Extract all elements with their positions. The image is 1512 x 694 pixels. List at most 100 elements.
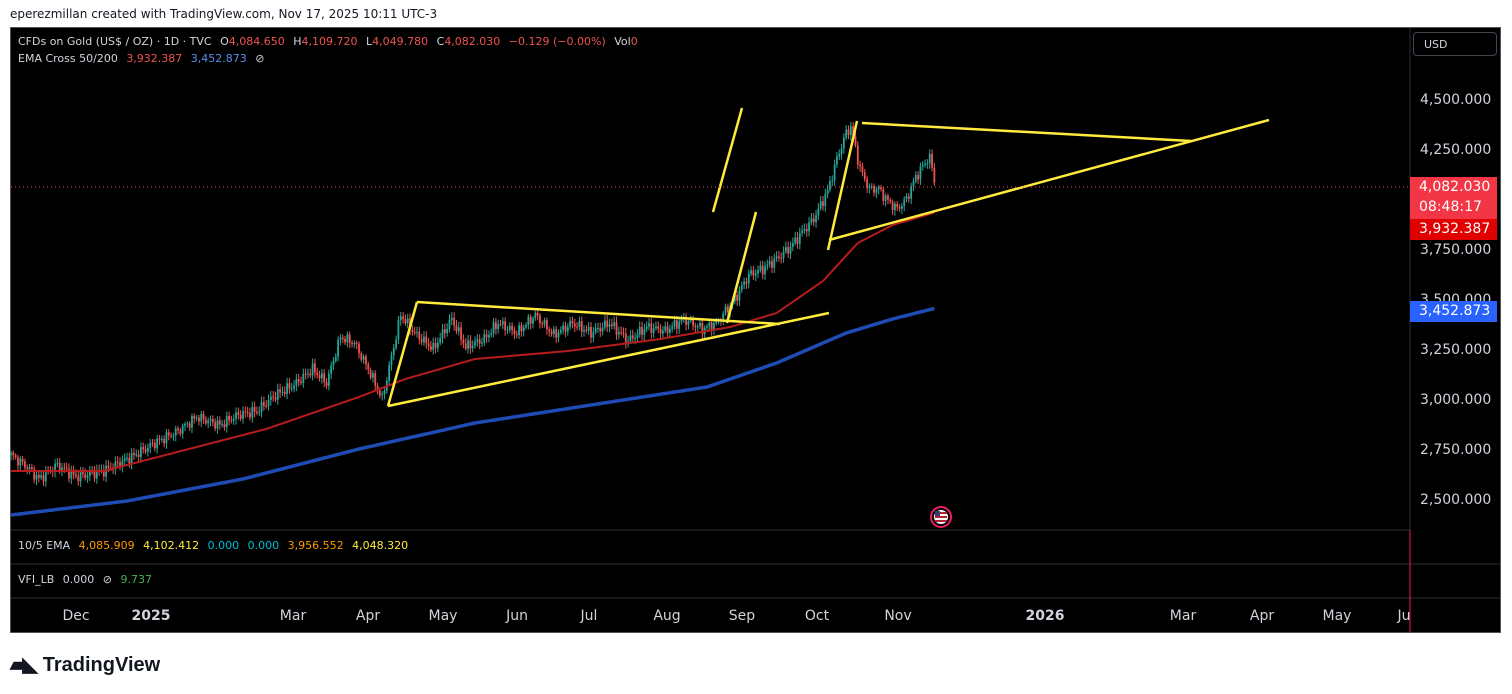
- chart-frame[interactable]: [10, 27, 1501, 633]
- candle-body: [413, 331, 416, 333]
- candle-body: [86, 475, 89, 478]
- candle-body: [478, 339, 481, 344]
- candle-body: [207, 420, 210, 424]
- candle-body: [165, 432, 168, 444]
- candle-body: [740, 285, 743, 290]
- candle-body: [200, 413, 203, 422]
- candle-body: [288, 383, 291, 389]
- ema200-price-label: 3,452.873: [1410, 301, 1497, 322]
- candle-body: [599, 327, 602, 332]
- candle-body: [420, 339, 423, 343]
- candle-body: [604, 320, 606, 328]
- candle-body: [680, 318, 683, 322]
- candle-body: [819, 201, 822, 209]
- price-tick-label: 2,500.000: [1420, 492, 1491, 508]
- candle-body: [307, 373, 309, 375]
- candle-body: [256, 411, 258, 413]
- candle-body: [842, 137, 845, 149]
- candle-body: [803, 228, 806, 231]
- candle-body: [130, 453, 133, 464]
- candle-body: [390, 355, 393, 366]
- candle-body: [710, 322, 713, 331]
- candle-body: [552, 329, 555, 334]
- main-legend[interactable]: CFDs on Gold (US$ / OZ) · 1D · TVC O4,08…: [18, 35, 643, 48]
- close-label: C: [436, 35, 445, 48]
- candle-body: [622, 333, 625, 335]
- candles: [10, 121, 936, 487]
- candle-body: [722, 313, 725, 321]
- candle-body: [541, 323, 544, 325]
- change-value: −0.129 (−0.00%): [508, 35, 606, 48]
- candle-body: [696, 326, 699, 328]
- candle-body: [411, 329, 414, 332]
- candle-body: [914, 175, 917, 182]
- candle-body: [613, 322, 616, 326]
- candle-body: [497, 324, 500, 330]
- candle-body: [327, 373, 330, 387]
- candle-body: [253, 406, 256, 412]
- candle-body: [924, 163, 926, 166]
- time-tick-label: Ju: [1396, 608, 1410, 624]
- candle-body: [657, 326, 660, 329]
- candle-body: [861, 166, 864, 173]
- trendline-flagpole1: [386, 301, 419, 407]
- candle-body: [782, 251, 785, 258]
- candle-body: [784, 247, 787, 252]
- time-tick-label: Sep: [729, 608, 756, 624]
- candle-body: [102, 470, 105, 477]
- candle-body: [309, 373, 312, 376]
- candle-body: [620, 332, 623, 334]
- candle-body: [427, 343, 430, 347]
- candle-body: [462, 339, 465, 344]
- candle-body: [395, 339, 398, 348]
- tradingview-logo[interactable]: ▰◣ TradingView: [10, 652, 160, 677]
- us-flag-event-icon[interactable]: [930, 506, 952, 528]
- candle-body: [750, 270, 752, 274]
- candle-body: [376, 385, 379, 391]
- symbol-name[interactable]: CFDs on Gold (US$ / OZ) · 1D · TVC: [18, 35, 212, 48]
- candle-body: [114, 461, 117, 470]
- candle-body: [513, 330, 516, 334]
- hidden-eye-icon[interactable]: ⊘: [255, 52, 265, 65]
- candle-body: [348, 334, 351, 343]
- candle-body: [836, 156, 838, 165]
- candle-body: [58, 462, 61, 471]
- ema-legend[interactable]: EMA Cross 50/200 3,932.387 3,452.873 ⊘: [18, 52, 270, 65]
- candle-body: [290, 388, 293, 390]
- candle-body: [849, 126, 852, 135]
- ema105-legend[interactable]: 10/5 EMA 4,085.909 4,102.412 0.000 0.000…: [18, 539, 413, 552]
- time-tick-label: Nov: [884, 608, 911, 624]
- currency-button[interactable]: USD: [1413, 32, 1497, 56]
- candle-body: [24, 461, 26, 468]
- candle-body: [339, 337, 342, 340]
- candle-body: [903, 199, 906, 206]
- candle-body: [856, 145, 859, 165]
- candle-body: [529, 316, 532, 324]
- candle-body: [826, 189, 829, 194]
- candle-body: [706, 326, 708, 328]
- candle-body: [634, 337, 636, 339]
- vfi-legend[interactable]: VFI_LB 0.000 ⊘ 9.737: [18, 573, 157, 586]
- price-tick-label: 4,500.000: [1420, 92, 1491, 108]
- candle-body: [432, 343, 435, 350]
- candle-body: [840, 148, 843, 155]
- trendline-flagpole2: [826, 120, 859, 251]
- time-tick-label: Oct: [805, 608, 830, 624]
- ema50-price-label: 3,932.387: [1410, 219, 1497, 240]
- candle-body: [492, 322, 495, 334]
- candle-body: [520, 325, 523, 332]
- candle-body: [522, 327, 525, 332]
- candle-body: [63, 467, 66, 469]
- candle-body: [859, 164, 862, 167]
- hidden-eye-icon[interactable]: ⊘: [102, 573, 112, 586]
- candle-body: [798, 233, 801, 244]
- candle-body: [70, 470, 73, 479]
- candle-body: [824, 193, 827, 207]
- candle-body: [137, 454, 140, 458]
- candle-body: [733, 294, 736, 302]
- candle-body: [302, 373, 305, 384]
- candle-body: [868, 186, 871, 188]
- candle-body: [318, 375, 321, 379]
- candle-body: [546, 320, 548, 330]
